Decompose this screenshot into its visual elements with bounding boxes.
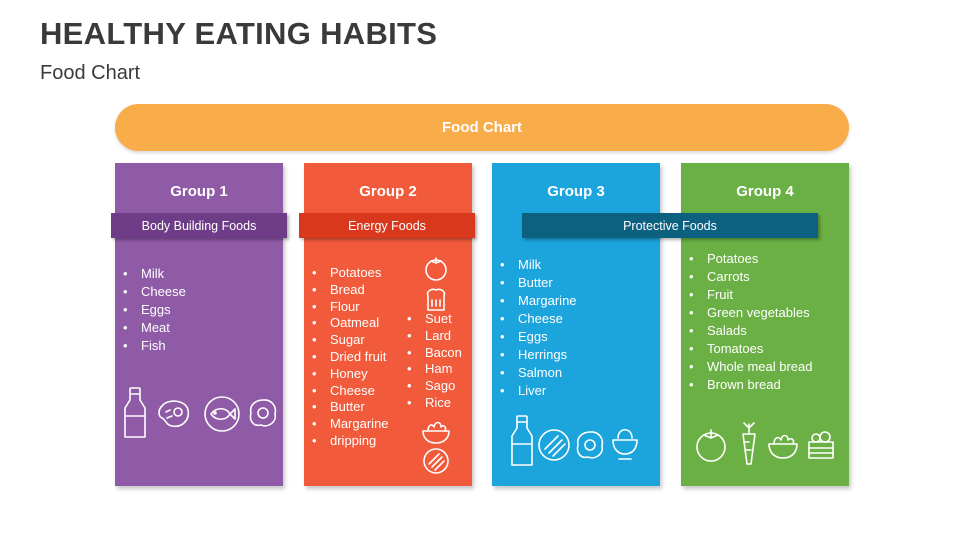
fried-egg-icon	[574, 429, 606, 461]
list-item: Fish	[119, 337, 186, 355]
list-item: Margarine	[496, 292, 577, 310]
list-item: Green vegetables	[685, 304, 813, 322]
group-1-food-list: Milk Cheese Eggs Meat Fish	[119, 265, 186, 355]
group-4-title: Group 4	[736, 183, 794, 200]
list-item: Lard	[403, 328, 462, 345]
egg-cup-icon	[609, 422, 641, 462]
list-item: Tomatoes	[685, 340, 813, 358]
milk-bottle-icon	[508, 414, 536, 468]
list-item: Oatmeal	[308, 315, 389, 332]
body-building-foods-label: Body Building Foods	[111, 213, 287, 238]
list-item: Carrots	[685, 268, 813, 286]
group-4-food-list: Potatoes Carrots Fruit Green vegetables …	[685, 250, 813, 394]
list-item: Brown bread	[685, 376, 813, 394]
salad-bowl-icon	[420, 415, 452, 445]
steak-icon	[156, 396, 192, 432]
energy-foods-label: Energy Foods	[299, 213, 475, 238]
vegetable-crate-icon	[806, 428, 836, 460]
food-chart-banner: Food Chart	[115, 104, 849, 151]
list-item: Milk	[119, 265, 186, 283]
bacon-plate-icon	[537, 428, 571, 462]
list-item: Flour	[308, 299, 389, 316]
list-item: Honey	[308, 366, 389, 383]
group-1-title: Group 1	[170, 183, 228, 200]
list-item: Bread	[308, 282, 389, 299]
tomato-icon	[693, 424, 729, 464]
list-item: Suet	[403, 311, 462, 328]
list-item: Whole meal bread	[685, 358, 813, 376]
milk-bottle-icon	[121, 386, 149, 440]
tomato-icon	[422, 254, 450, 282]
page-title: HEALTHY EATING HABITS	[40, 16, 438, 51]
list-item: Rice	[403, 395, 462, 412]
group-2-food-list-col2: Suet Lard Bacon Ham Sago Rice	[403, 311, 462, 412]
list-item: Sugar	[308, 332, 389, 349]
group-3-title: Group 3	[547, 183, 605, 200]
protective-foods-label: Protective Foods	[522, 213, 818, 238]
salad-bowl-icon	[766, 428, 800, 460]
list-item: Meat	[119, 319, 186, 337]
fried-egg-icon	[247, 397, 279, 429]
list-item: Cheese	[308, 383, 389, 400]
list-item: Potatoes	[308, 265, 389, 282]
list-item: Salmon	[496, 364, 577, 382]
list-item: Sago	[403, 378, 462, 395]
list-item: Liver	[496, 382, 577, 400]
list-item: Butter	[496, 274, 577, 292]
carrot-icon	[736, 420, 762, 468]
list-item: Eggs	[119, 301, 186, 319]
list-item: Dried fruit	[308, 349, 389, 366]
list-item: dripping	[308, 433, 389, 450]
group-2-food-list: Potatoes Bread Flour Oatmeal Sugar Dried…	[308, 265, 389, 450]
list-item: Bacon	[403, 345, 462, 362]
list-item: Potatoes	[685, 250, 813, 268]
list-item: Herrings	[496, 346, 577, 364]
list-item: Eggs	[496, 328, 577, 346]
list-item: Salads	[685, 322, 813, 340]
bacon-plate-icon	[422, 447, 450, 475]
list-item: Cheese	[496, 310, 577, 328]
page-subtitle: Food Chart	[40, 62, 141, 84]
list-item: Cheese	[119, 283, 186, 301]
list-item: Ham	[403, 361, 462, 378]
group-3-food-list: Milk Butter Margarine Cheese Eggs Herrin…	[496, 256, 577, 400]
list-item: Butter	[308, 399, 389, 416]
list-item: Margarine	[308, 416, 389, 433]
list-item: Milk	[496, 256, 577, 274]
list-item: Fruit	[685, 286, 813, 304]
group-2-title: Group 2	[359, 183, 417, 200]
fish-plate-icon	[202, 394, 242, 434]
bread-icon	[424, 286, 448, 312]
